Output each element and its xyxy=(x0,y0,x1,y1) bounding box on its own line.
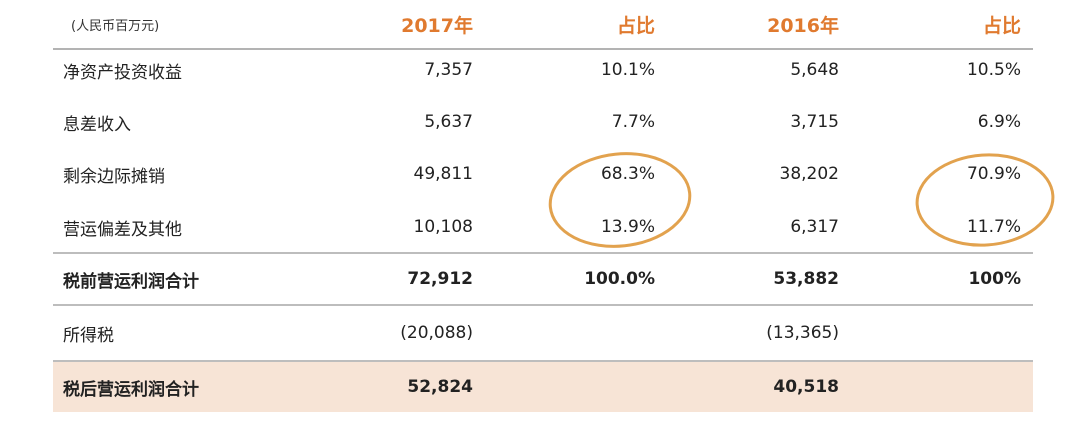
share-2016: 11.7% xyxy=(966,217,1021,237)
value-2017: 49,811 xyxy=(413,164,473,184)
share-2016: 70.9% xyxy=(966,164,1021,184)
unit-label: (人民币百万元) xyxy=(71,18,160,34)
divider xyxy=(53,252,1033,254)
share-2017: 100.0% xyxy=(584,269,655,289)
table-row: 息差收入 5,637 7.7% 3,715 6.9% xyxy=(53,100,1033,144)
share-2017: 13.9% xyxy=(600,217,655,237)
share-2016: 6.9% xyxy=(977,112,1021,132)
share-2016: 100% xyxy=(968,269,1021,289)
share-2016: 10.5% xyxy=(966,60,1021,80)
value-2016: 53,882 xyxy=(773,269,839,289)
share-2016 xyxy=(839,362,1021,412)
value-2017: 7,357 xyxy=(424,60,473,80)
header-share-2017: 占比 xyxy=(616,14,655,37)
divider xyxy=(53,304,1033,306)
table-header: (人民币百万元) 2017年 占比 2016年 占比 xyxy=(53,0,1033,50)
value-2017: (20,088) xyxy=(400,323,473,343)
row-label: 所得税 xyxy=(63,325,114,346)
share-2016 xyxy=(839,308,1021,358)
header-2016: 2016年 xyxy=(767,14,839,37)
row-label: 息差收入 xyxy=(63,114,131,135)
row-label: 营运偏差及其他 xyxy=(63,219,182,240)
value-2017: 52,824 xyxy=(407,377,473,397)
value-2017: 5,637 xyxy=(424,112,473,132)
pretax-total-row: 税前营运利润合计 72,912 100.0% 53,882 100% xyxy=(53,256,1033,302)
table-row: 所得税 (20,088) (13,365) xyxy=(53,308,1033,358)
share-2017: 68.3% xyxy=(600,164,655,184)
value-2017: 10,108 xyxy=(413,217,473,237)
value-2016: 6,317 xyxy=(790,217,839,237)
table-row: 净资产投资收益 7,357 10.1% 5,648 10.5% xyxy=(53,48,1033,92)
row-label: 剩余边际摊销 xyxy=(63,166,165,187)
header-share-2016: 占比 xyxy=(982,14,1021,37)
share-2017: 10.1% xyxy=(600,60,655,80)
row-label: 税前营运利润合计 xyxy=(63,271,199,292)
value-2016: 5,648 xyxy=(790,60,839,80)
row-label: 税后营运利润合计 xyxy=(63,379,199,400)
table-row: 营运偏差及其他 10,108 13.9% 6,317 11.7% xyxy=(53,205,1033,249)
value-2016: 3,715 xyxy=(790,112,839,132)
share-2017 xyxy=(473,308,655,358)
value-2016: 38,202 xyxy=(779,164,839,184)
value-2016: (13,365) xyxy=(766,323,839,343)
table-row: 剩余边际摊销 49,811 68.3% 38,202 70.9% xyxy=(53,152,1033,196)
value-2016: 40,518 xyxy=(773,377,839,397)
header-2017: 2017年 xyxy=(401,14,473,37)
divider xyxy=(53,360,1033,362)
value-2017: 72,912 xyxy=(407,269,473,289)
share-2017: 7.7% xyxy=(611,112,655,132)
row-label: 净资产投资收益 xyxy=(63,62,182,83)
aftertax-total-row: 税后营运利润合计 52,824 40,518 xyxy=(53,362,1033,412)
share-2017 xyxy=(473,362,655,412)
